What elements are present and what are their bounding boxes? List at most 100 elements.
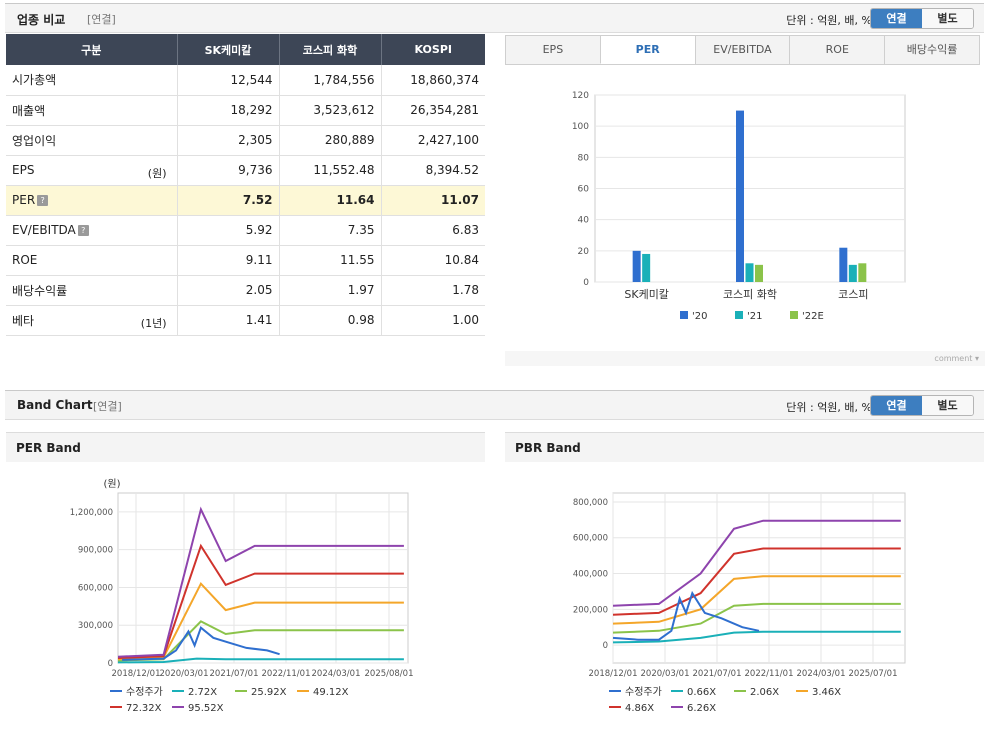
x-tick-label: 2022/11/01: [262, 669, 311, 679]
band-toggle-consolidated[interactable]: 연결: [871, 396, 922, 415]
y-tick-label: 20: [578, 247, 590, 257]
bar: [632, 250, 641, 282]
y-tick-label: 600,000: [78, 583, 113, 593]
y-tick-label: 0: [108, 659, 113, 669]
y-tick-label: 120: [572, 91, 589, 101]
col-header: 코스피 화학: [278, 34, 381, 65]
y-tick-label: 40: [578, 216, 590, 226]
table-header-row: 구분 SK케미칼 코스피 화학 KOSPI: [6, 34, 485, 65]
x-tick-label: 2022/11/01: [745, 669, 794, 679]
y-tick-label: 400,000: [573, 570, 608, 580]
x-tick-label: 2018/12/01: [112, 669, 161, 679]
table-cell: 10.84: [380, 245, 485, 276]
table-row: 영업이익 2,305 280,889 2,427,100: [6, 125, 485, 156]
row-label: 영업이익: [6, 125, 177, 156]
legend-label: '22E: [802, 311, 824, 322]
col-header: SK케미칼: [176, 34, 279, 65]
table-row: ROE 9.11 11.55 10.84: [6, 245, 485, 276]
band-line: [612, 602, 901, 634]
table-cell: 2,305: [176, 125, 279, 156]
per-band-title: PER Band: [16, 441, 81, 455]
legend-label: '21: [747, 311, 762, 322]
consolidated-toggle[interactable]: 연결 별도: [870, 8, 974, 29]
table-cell: 18,292: [176, 95, 279, 126]
band-title: Band Chart: [17, 398, 93, 412]
help-icon[interactable]: ?: [77, 225, 89, 236]
comment-label: comment: [934, 354, 973, 363]
table-cell: 11.64: [278, 185, 381, 216]
row-label-text: 시가총액: [12, 73, 57, 88]
band-toggle-separate[interactable]: 별도: [922, 396, 973, 415]
y-tick-label: 900,000: [78, 546, 113, 556]
x-tick-label: 2025/08/01: [365, 669, 414, 679]
table-cell: 0.98: [278, 305, 381, 336]
table-cell: 11.07: [380, 185, 485, 216]
y-tick-label: 200,000: [573, 605, 608, 615]
legend-label: 4.86X: [625, 703, 654, 714]
table-cell: 9,736: [176, 155, 279, 186]
row-label-text: 베타: [12, 313, 35, 328]
band-line: [612, 547, 901, 616]
tab-per[interactable]: PER: [599, 36, 695, 64]
x-tick-label: 코스피: [838, 288, 868, 301]
band-consolidated-toggle[interactable]: 연결 별도: [870, 395, 974, 416]
row-label-text: ROE: [12, 253, 38, 267]
table-cell: 9.11: [176, 245, 279, 276]
legend-label: 95.52X: [188, 703, 224, 714]
pbr-band-header: PBR Band: [505, 432, 984, 462]
legend-label: 72.32X: [126, 703, 162, 714]
legend-label: 0.66X: [687, 687, 716, 698]
bar: [745, 263, 754, 282]
per-bar-chart: 0 20 40 60 80 100 120 SK케미칼 코스피 화학 코스피 '20 '21 '22E: [572, 91, 906, 322]
bar: [858, 263, 867, 282]
row-label-text: 매출액: [12, 103, 46, 118]
y-tick-label: 60: [578, 185, 590, 195]
comparison-table: 구분 SK케미칼 코스피 화학 KOSPI 시가총액 12,544 1,784,55…: [6, 34, 485, 336]
bar: [642, 253, 651, 282]
bar: [736, 110, 744, 282]
row-label: 매출액: [6, 95, 177, 126]
x-tick-label: 2020/03/01: [641, 669, 690, 679]
y-tick-label: 80: [578, 153, 590, 163]
x-tick-label: 2018/12/01: [589, 669, 638, 679]
table-cell: 1.97: [278, 275, 381, 306]
unit-text: 단위 : 억원, 배, %: [786, 14, 872, 27]
band-line: [117, 543, 404, 659]
table-cell: 280,889: [278, 125, 381, 156]
band-unit-text: 단위 : 억원, 배, %: [786, 401, 872, 414]
row-label: ROE: [6, 245, 177, 276]
table-row: 배당수익률 2.05 1.97 1.78: [6, 275, 485, 306]
plot-area: [117, 492, 409, 664]
col-header: 구분: [6, 34, 177, 65]
table-row: 베타 (1년) 1.41 0.98 1.00: [6, 305, 485, 336]
tab-dividend-yield[interactable]: 배당수익률: [884, 36, 979, 64]
legend-swatch: [680, 311, 688, 319]
bar: [839, 247, 848, 282]
tab-eps[interactable]: EPS: [542, 43, 564, 56]
help-icon[interactable]: ?: [37, 195, 49, 206]
stock-price-line: [122, 626, 280, 661]
tab-ev-ebitda[interactable]: EV/EBITDA: [694, 36, 790, 64]
table-cell: 7.52: [176, 185, 279, 216]
toggle-consolidated[interactable]: 연결: [871, 9, 922, 28]
row-label-text: EPS: [12, 163, 35, 177]
y-tick-label: 300,000: [78, 621, 113, 631]
table-cell: 11.55: [278, 245, 381, 276]
per-band-header: PER Band: [6, 432, 485, 462]
table-row: EPS (원) 9,736 11,552.48 8,394.52: [6, 155, 485, 186]
row-label-text: 배당수익률: [12, 283, 68, 298]
table-cell: 1.41: [176, 305, 279, 336]
legend-swatch: [735, 311, 743, 319]
table-cell: 7.35: [278, 215, 381, 246]
y-axis-label: (원): [103, 478, 120, 490]
tab-roe[interactable]: ROE: [789, 36, 884, 64]
band-subtitle: [연결]: [93, 400, 122, 413]
toggle-separate[interactable]: 별도: [922, 9, 973, 28]
divider: [505, 351, 985, 366]
comment-link[interactable]: comment ▾: [934, 354, 979, 363]
table-cell: 3,523,612: [278, 95, 381, 126]
x-tick-label: 2024/03/01: [797, 669, 846, 679]
x-tick-label: 코스피 화학: [723, 288, 777, 301]
row-label: 시가총액: [6, 65, 177, 96]
